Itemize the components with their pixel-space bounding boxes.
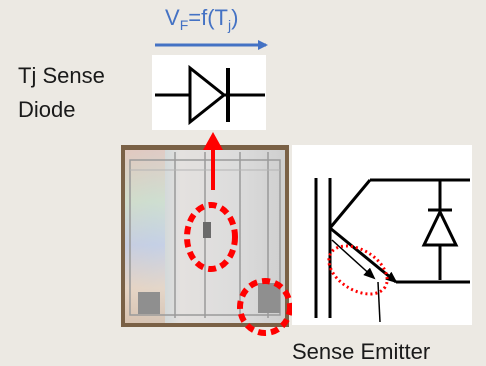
- sense-diode-location-circle: [184, 202, 238, 272]
- sense-diode-label-line1: Tj Sense: [18, 63, 105, 88]
- sense-emitter-location-circle: [237, 278, 293, 336]
- formula-t-subscript: j: [227, 17, 232, 33]
- formula-close: ): [231, 5, 239, 30]
- formula-v: V: [165, 5, 180, 30]
- sense-diode-label-line2: Diode: [18, 97, 76, 122]
- forward-voltage-formula: VF=f(Tj): [165, 5, 239, 33]
- sense-emitter-label: Sense Emitter: [292, 339, 431, 364]
- diode-symbol-panel: [152, 55, 266, 130]
- igbt-symbol-panel: [292, 145, 472, 325]
- chip-photo: [121, 145, 289, 327]
- formula-v-subscript: F: [179, 17, 189, 33]
- formula-function: =f(T: [188, 5, 228, 30]
